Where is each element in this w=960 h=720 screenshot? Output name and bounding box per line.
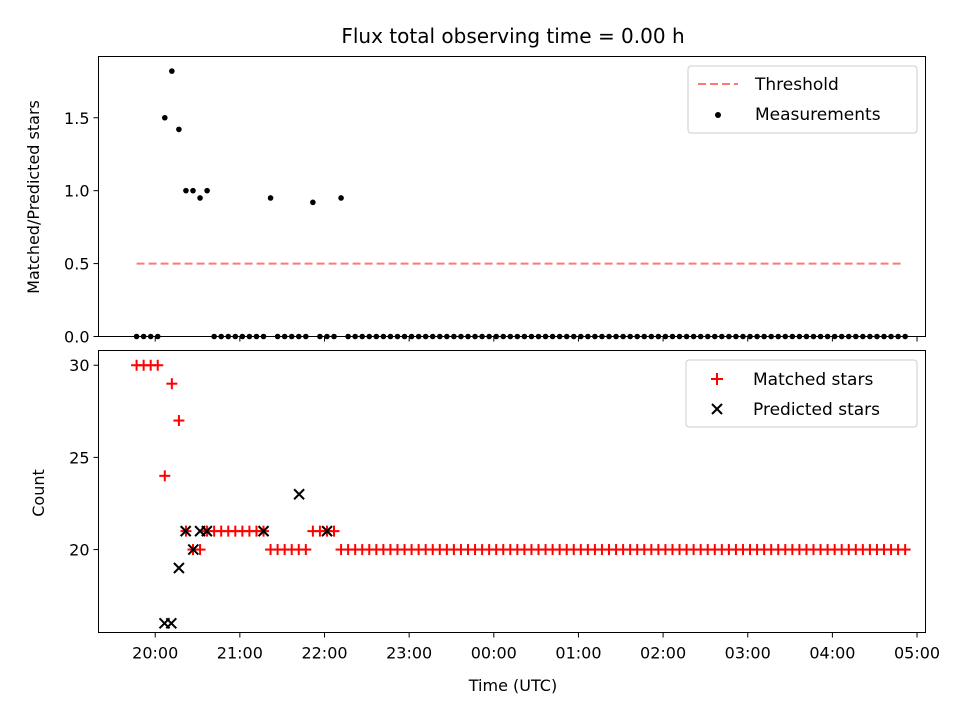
count-legend-box: [685, 359, 918, 428]
predicted-star-point: [321, 525, 333, 537]
y-tick-label: 1.5: [64, 109, 89, 128]
count-legend: Matched stars Predicted stars: [685, 359, 918, 428]
chart-title: Flux total observing time = 0.00 h: [341, 24, 684, 48]
x-axis-label: Time (UTC): [468, 676, 557, 695]
ratio-legend: Threshold Measurements: [687, 65, 918, 134]
predicted-star-point: [173, 562, 185, 574]
count-panel: Count 20 25 30 20:00 21:00 22:00 23:00 00:00 01…: [29, 350, 940, 663]
matched-star-point: [159, 470, 171, 482]
matched-stars-points: [131, 359, 911, 556]
measurement-point: [176, 126, 182, 133]
predicted-star-point: [293, 488, 305, 500]
ratio-plot-frame: [98, 56, 926, 337]
x-tick-label: 20:00: [132, 644, 178, 663]
matched-star-point: [173, 415, 185, 427]
y-tick-label: 0.0: [64, 328, 89, 347]
measurement-point: [161, 114, 168, 121]
x-tick-label: 05:00: [894, 644, 940, 663]
legend-measurements-swatch: [715, 112, 721, 118]
predicted-star-point: [187, 543, 200, 556]
measurement-point: [204, 187, 210, 194]
count-plot-frame: [98, 350, 926, 633]
measurement-point: [338, 195, 344, 201]
x-tick-label: 22:00: [301, 644, 347, 663]
y-tick-label: 25: [69, 448, 89, 467]
matched-star-point: [300, 544, 312, 556]
predicted-star-point: [201, 525, 213, 537]
measurement-point: [169, 68, 175, 74]
matched-star-point: [166, 378, 178, 390]
x-tick-label: 01:00: [555, 644, 601, 663]
count-y-ticks: 20 25 30: [69, 356, 99, 560]
ratio-legend-box: [687, 65, 918, 134]
predicted-star-point: [257, 525, 270, 537]
y-tick-label: 1.0: [64, 182, 89, 201]
measurement-point: [267, 195, 274, 201]
legend-measurements-label: Measurements: [755, 105, 881, 125]
ratio-panel: Matched/Predicted stars 0.0 0.5 1.0 1.5 Thr…: [24, 56, 926, 347]
matched-star-point: [328, 525, 340, 537]
y-tick-label: 20: [69, 541, 89, 560]
x-tick-label: 02:00: [640, 644, 686, 663]
x-tick-label: 03:00: [725, 644, 771, 663]
matched-star-point: [899, 544, 911, 556]
x-tick-label: 21:00: [217, 644, 263, 663]
measurement-point: [190, 187, 196, 194]
count-x-ticks: 20:00 21:00 22:00 23:00 00:00 01:00 02:00 03:00…: [132, 632, 940, 663]
predicted-stars-points: [158, 488, 333, 629]
measurement-point: [197, 195, 203, 201]
x-tick-label: 00:00: [471, 644, 517, 663]
legend-threshold-label: Threshold: [754, 75, 839, 95]
legend-predicted-swatch: [711, 403, 723, 415]
matched-star-point: [152, 359, 164, 371]
measurement-point: [183, 187, 189, 194]
predicted-star-point: [165, 617, 178, 629]
y-tick-label: 0.5: [64, 255, 89, 274]
ratio-y-axis-label: Matched/Predicted stars: [24, 100, 43, 294]
legend-predicted-label: Predicted stars: [753, 400, 880, 420]
x-tick-label: 04:00: [809, 644, 855, 663]
x-tick-label: 23:00: [386, 644, 432, 663]
y-tick-label: 30: [69, 356, 89, 375]
measurement-point: [310, 199, 316, 206]
matched-star-point: [194, 544, 206, 556]
legend-matched-label: Matched stars: [753, 370, 873, 390]
count-y-axis-label: Count: [29, 469, 48, 517]
ratio-y-ticks: 0.0 0.5 1.0 1.5: [64, 109, 99, 347]
predicted-star-point: [179, 525, 192, 537]
legend-matched-swatch: [711, 373, 723, 385]
